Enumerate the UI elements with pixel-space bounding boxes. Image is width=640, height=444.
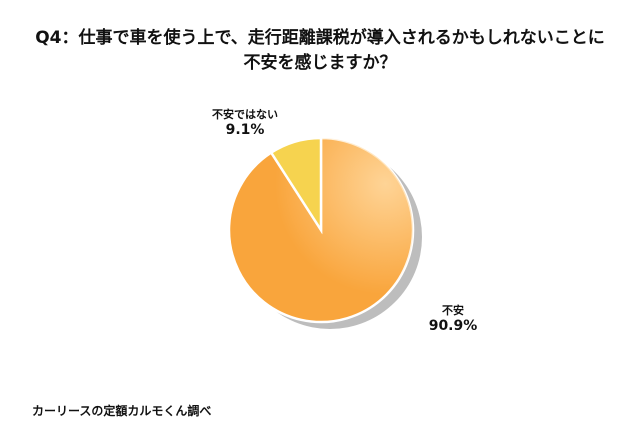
slice-value: 9.1% <box>225 122 265 138</box>
pie-slice-1 <box>269 136 323 235</box>
slice-label-not-anxious: 不安ではない 9.1% <box>205 106 285 138</box>
slice-name: 不安ではない <box>212 108 278 121</box>
title-line-1: Q4：仕事で車を使う上で、走行距離課税が導入されるかもしれないことに <box>35 28 605 48</box>
slice-value: 90.9% <box>428 318 478 334</box>
slice-name: 不安 <box>442 304 464 317</box>
source-note: カーリースの定額カルモくん調べ <box>32 404 212 418</box>
slice-label-anxious: 不安 90.9% <box>418 302 488 334</box>
title-line-2: 不安を感じますか？ <box>243 53 397 73</box>
chart-title: Q4：仕事で車を使う上で、走行距離課税が導入されるかもしれないことに 不安を感じ… <box>0 26 640 76</box>
